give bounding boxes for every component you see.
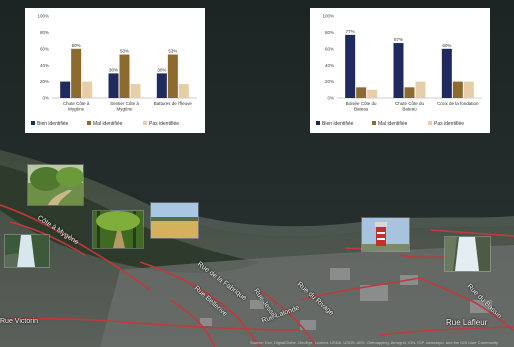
bar	[119, 54, 130, 98]
photo-mudflats[interactable]	[150, 202, 199, 239]
legend-label: Bien identifiée	[37, 121, 69, 127]
y-tick-label: 0%	[42, 96, 49, 101]
photo-waterfall-right[interactable]	[444, 236, 491, 272]
y-tick-label: 40%	[325, 63, 334, 68]
legend-swatch	[87, 121, 91, 125]
bar	[130, 84, 141, 98]
data-label: 60%	[442, 43, 451, 48]
category-label: Chute Côte du	[395, 101, 425, 106]
bar	[463, 81, 474, 98]
legend-label: Pas identifiée	[434, 121, 464, 127]
street-label-rue-lafleur: Rue Lafleur	[446, 318, 488, 327]
bar	[356, 87, 367, 98]
legend-swatch	[31, 121, 35, 125]
y-tick-label: 100%	[322, 14, 334, 19]
category-label: Croix de la fondation	[437, 101, 479, 106]
y-tick-label: 20%	[40, 79, 49, 84]
category-label: Bateau	[402, 107, 417, 112]
legend-label: Bien identifiée	[322, 121, 354, 127]
legend-label: Pas identifiée	[149, 121, 179, 127]
y-tick-label: 20%	[325, 79, 334, 84]
bar	[82, 81, 93, 98]
bar	[441, 48, 452, 98]
bar-chart-left: 100%80%60%40%20%0%60%Chute Côte àMygène3…	[31, 14, 197, 127]
y-tick-label: 80%	[40, 30, 49, 35]
category-label: Battures de l'fleuve	[154, 101, 193, 106]
y-tick-label: 80%	[325, 30, 334, 35]
legend-label: Mal identifiée	[93, 121, 123, 127]
photo-waterfall-left[interactable]	[4, 234, 50, 268]
beach-strip	[160, 205, 514, 237]
bar	[367, 89, 378, 98]
legend-swatch	[372, 121, 376, 125]
category-label: Sentier Côte à	[110, 101, 139, 106]
bar	[71, 48, 82, 98]
bar	[60, 81, 71, 98]
data-label: 67%	[394, 37, 403, 42]
bar	[393, 43, 404, 98]
bar	[108, 73, 119, 98]
bar-chart-right: 100%80%60%40%20%0%77%Boisée Côte duBatea…	[316, 14, 482, 127]
bar	[167, 54, 178, 98]
bar	[452, 81, 463, 98]
data-label: 53%	[168, 49, 177, 54]
y-tick-label: 100%	[37, 14, 49, 19]
y-tick-label: 60%	[40, 46, 49, 51]
photo-forest-path[interactable]	[92, 210, 144, 249]
street-label-rue-victorin: Rue Victorin	[0, 318, 39, 325]
data-label: 77%	[346, 29, 355, 34]
chart-panel-left: 100% 80% 60% 40% 20% 0% 60% Chute Côte à Mygène 3…	[25, 8, 205, 133]
y-tick-label: 0%	[327, 96, 334, 101]
category-label: Bateau	[354, 107, 369, 112]
data-label: 53%	[120, 49, 129, 54]
photo-lighthouse-cross[interactable]	[361, 217, 410, 252]
legend-swatch	[428, 121, 432, 125]
category-label: Mygène	[68, 107, 85, 112]
chart-panel-right: 100% 80% 60% 40% 20% 0% 77% Boisée Côte du Batea…	[310, 8, 490, 133]
y-tick-label: 60%	[325, 46, 334, 51]
bar	[345, 34, 356, 98]
data-label: 60%	[72, 43, 81, 48]
category-label: Mygène	[116, 107, 133, 112]
bar	[156, 73, 167, 98]
y-tick-label: 40%	[40, 63, 49, 68]
legend-swatch	[316, 121, 320, 125]
data-label: 30%	[157, 67, 166, 72]
legend-label: Mal identifiée	[378, 121, 408, 127]
bar	[178, 84, 189, 98]
bar	[404, 87, 415, 98]
legend-swatch	[143, 121, 147, 125]
bar	[415, 81, 426, 98]
photo-trail-trees[interactable]	[27, 164, 84, 206]
data-label: 30%	[109, 67, 118, 72]
map-attribution: Source: Esri, DigitalGlobe, GeoEye, i-cu…	[250, 340, 499, 345]
category-label: Boisée Côte du	[346, 101, 377, 106]
category-label: Chute Côte à	[63, 101, 90, 106]
